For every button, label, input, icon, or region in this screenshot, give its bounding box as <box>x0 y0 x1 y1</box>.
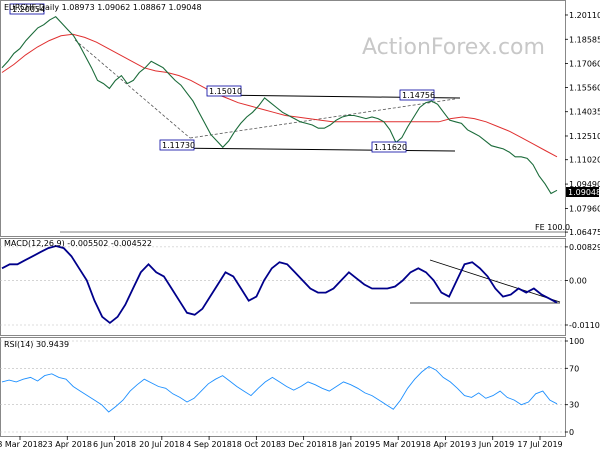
price-y-tick-label: 1.09490 <box>569 180 600 189</box>
x-tick-label: 20 Jul 2018 <box>139 440 184 449</box>
price-close-line <box>1 16 558 195</box>
rsi-label: RSI(14) 30.9439 <box>4 340 69 349</box>
x-tick-label: 4 Sep 2018 <box>186 440 232 449</box>
macd-frame <box>0 238 566 336</box>
x-tick-label: 23 Apr 2018 <box>43 440 92 449</box>
price-title: EURCHF,Daily 1.08973 1.09062 1.08867 1.0… <box>4 3 202 12</box>
annotation-box <box>206 85 242 97</box>
annotation-box <box>159 139 195 151</box>
rsi-y-tick-label: 70 <box>569 364 579 373</box>
annotation-label: 1.20054 <box>12 5 45 14</box>
price-y-tick-label: 1.07960 <box>569 204 600 213</box>
price-y-tick-label: 1.14035 <box>569 108 600 117</box>
macd-label: MACD(12,26,9) -0.005502 -0.004522 <box>4 239 152 248</box>
x-tick-label: 3 Dec 2018 <box>281 440 327 449</box>
annotation-label: 1.15010 <box>209 87 242 96</box>
watermark: ActionForex.com <box>362 35 545 60</box>
rsi-y-tick-label: 30 <box>569 401 579 410</box>
macd-trend-upper <box>429 259 561 303</box>
fe-label: FE 100.0 <box>535 223 570 232</box>
price-panel: 1.20110 1.18585 1.17060 1.15560 1.14035 1.125… <box>565 11 600 237</box>
macd-line <box>1 245 558 325</box>
price-y-tick-label: 1.18585 <box>569 35 600 44</box>
annotation-box <box>371 141 407 153</box>
x-tick-label: 3 Jun 2019 <box>471 440 514 449</box>
price-frame <box>0 0 566 237</box>
price-annotations: 1.20054 1.15010 1.14756 1.11730 1.11620 <box>9 3 435 153</box>
trend-dash-line-2 <box>189 98 456 139</box>
x-tick-label: 18 Jan 2019 <box>327 440 375 449</box>
trend-lines <box>60 39 565 233</box>
x-tick-label: 5 Mar 2019 <box>375 440 421 449</box>
current-price-value: 1.09048 <box>568 188 600 197</box>
panel-frames <box>0 0 566 437</box>
x-tick-label: 18 Oct 2018 <box>232 440 281 449</box>
x-tick-label: 8 Mar 2018 <box>0 440 43 449</box>
x-tick-label: 17 Jul 2019 <box>517 440 562 449</box>
price-y-tick-label: 1.17060 <box>569 60 600 69</box>
macd-panel: 0.008292 0.00 -0.011015 <box>0 243 600 330</box>
rsi-frame <box>0 337 566 437</box>
macd-y-tick-label: -0.011015 <box>569 321 600 330</box>
annotation-label: 1.14756 <box>402 91 435 100</box>
rsi-line <box>1 365 558 413</box>
price-moving-average-line <box>1 33 558 158</box>
price-y-tick-label: 1.15560 <box>569 83 600 92</box>
rsi-panel: 100 70 30 0 <box>0 337 584 437</box>
x-tick-label: 18 Apr 2019 <box>421 440 470 449</box>
price-y-tick-label: 1.12510 <box>569 132 600 141</box>
rsi-y-tick-label: 0 <box>569 428 574 437</box>
price-y-tick-label: 1.06475 <box>569 228 600 237</box>
rsi-y-tick-label: 100 <box>569 337 584 346</box>
current-price-marker: 1.09048 <box>566 187 600 197</box>
price-y-tick-label: 1.20110 <box>569 11 600 20</box>
x-tick-label: 6 Jun 2018 <box>93 440 136 449</box>
trend-dash-line-1 <box>74 39 191 139</box>
trend-lower-line <box>164 147 456 152</box>
annotation-label: 1.11620 <box>374 143 407 152</box>
annotation-box <box>9 3 45 15</box>
macd-y-tick-label: 0.00 <box>569 276 587 285</box>
macd-trend-lines <box>410 259 561 304</box>
x-axis: 8 Mar 2018 23 Apr 2018 6 Jun 2018 20 Jul 20… <box>0 436 563 449</box>
annotation-label: 1.11730 <box>162 141 195 150</box>
price-y-tick-label: 1.11020 <box>569 156 600 165</box>
macd-y-tick-label: 0.008292 <box>569 243 600 252</box>
annotation-box <box>399 89 435 101</box>
